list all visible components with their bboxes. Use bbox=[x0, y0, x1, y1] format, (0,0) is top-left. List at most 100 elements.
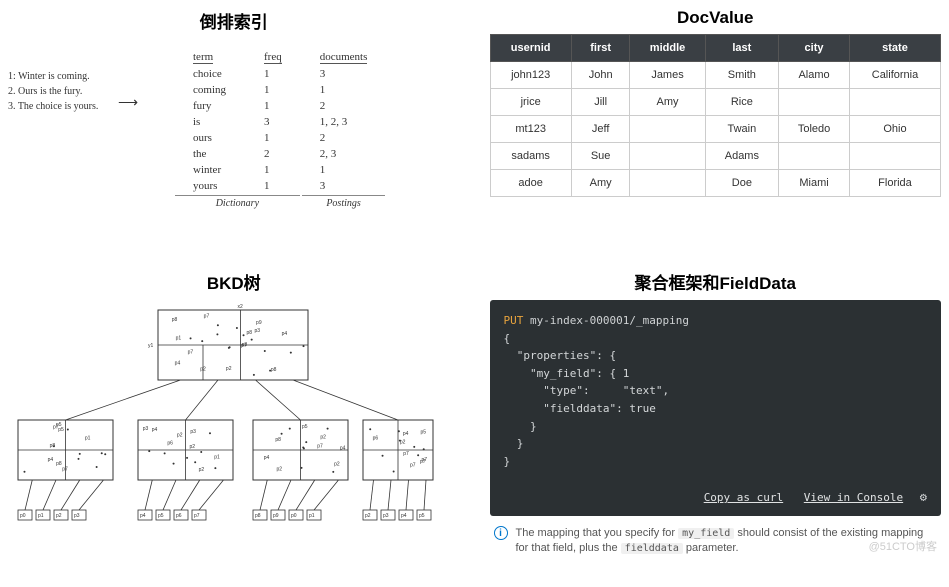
svg-text:p5: p5 bbox=[421, 430, 427, 436]
svg-text:p0: p0 bbox=[20, 513, 26, 519]
svg-text:p2: p2 bbox=[189, 444, 195, 450]
svg-text:p2: p2 bbox=[200, 366, 206, 372]
table-header: middle bbox=[630, 35, 705, 62]
svg-text:p6: p6 bbox=[167, 441, 173, 447]
svg-text:p4: p4 bbox=[48, 457, 54, 463]
title-bkd: BKD树 bbox=[8, 269, 460, 294]
cell: 1 bbox=[302, 163, 386, 177]
svg-text:p8: p8 bbox=[50, 443, 56, 449]
code-line: "fielddata": true bbox=[504, 400, 928, 418]
cell: 3 bbox=[302, 67, 386, 81]
cell: Amy bbox=[571, 170, 630, 197]
svg-text:p7: p7 bbox=[403, 451, 409, 457]
cell: fury bbox=[175, 99, 244, 113]
svg-text:p5: p5 bbox=[419, 513, 425, 519]
svg-text:p7: p7 bbox=[410, 463, 416, 469]
code-line: } bbox=[504, 435, 928, 453]
code-block: PUT my-index-000001/_mapping { "properti… bbox=[490, 300, 942, 516]
svg-text:p7: p7 bbox=[241, 343, 247, 349]
col-freq: freq bbox=[264, 51, 282, 64]
note-text: The mapping that you specify for bbox=[516, 527, 679, 539]
info-icon: i bbox=[494, 526, 508, 540]
svg-text:p9: p9 bbox=[256, 320, 262, 326]
quadrant-inverted-index: 倒排索引 1: Winter is coming. 2. Ours is the… bbox=[8, 8, 460, 249]
cell bbox=[779, 89, 850, 116]
svg-text:p3: p3 bbox=[254, 328, 260, 334]
cell: 2 bbox=[302, 131, 386, 145]
code-line: } bbox=[504, 418, 928, 436]
cell: 2 bbox=[246, 147, 300, 161]
table-row: adoeAmy DoeMiamiFlorida bbox=[490, 170, 941, 197]
title-docvalue: DocValue bbox=[490, 8, 942, 28]
svg-text:p6: p6 bbox=[373, 436, 379, 442]
svg-text:p1: p1 bbox=[38, 513, 44, 519]
cell: is bbox=[175, 115, 244, 129]
gear-icon[interactable]: ⚙ bbox=[920, 490, 927, 504]
cell: 1 bbox=[246, 99, 300, 113]
cell: Adams bbox=[705, 143, 778, 170]
cell: Doe bbox=[705, 170, 778, 197]
svg-text:p7: p7 bbox=[188, 350, 194, 356]
svg-text:p8: p8 bbox=[271, 367, 277, 373]
cell: 1 bbox=[246, 163, 300, 177]
cell: Miami bbox=[779, 170, 850, 197]
svg-text:p2: p2 bbox=[334, 461, 340, 467]
code-line: { bbox=[504, 330, 928, 348]
cell: James bbox=[630, 62, 705, 89]
svg-text:p4: p4 bbox=[152, 427, 158, 433]
cell: adoe bbox=[490, 170, 571, 197]
svg-text:p2: p2 bbox=[56, 513, 62, 519]
note-code: fielddata bbox=[621, 543, 683, 554]
copy-as-curl-link[interactable]: Copy as curl bbox=[704, 491, 783, 504]
cell: 1 bbox=[246, 131, 300, 145]
quadrant-bkd: BKD树 p7p2p8p4p8p2p3p3p1p7p9p4p7p8y1x2p8p… bbox=[8, 269, 460, 556]
cell: 2 bbox=[302, 99, 386, 113]
svg-text:p7: p7 bbox=[420, 459, 426, 465]
code-line: "my_field": { 1 bbox=[504, 365, 928, 383]
cell: Ohio bbox=[849, 116, 940, 143]
cell: Alamo bbox=[779, 62, 850, 89]
svg-text:p3: p3 bbox=[143, 426, 149, 432]
svg-text:p5: p5 bbox=[302, 424, 308, 430]
doc-line: 2. Ours is the fury. bbox=[8, 84, 98, 99]
cell: 1 bbox=[246, 67, 300, 81]
cell: the bbox=[175, 147, 244, 161]
cell bbox=[779, 143, 850, 170]
code-line: "properties": { bbox=[504, 347, 928, 365]
source-documents: 1: Winter is coming. 2. Ours is the fury… bbox=[8, 69, 98, 114]
view-in-console-link[interactable]: View in Console bbox=[804, 491, 903, 504]
svg-text:p2: p2 bbox=[365, 513, 371, 519]
cell: Florida bbox=[849, 170, 940, 197]
svg-text:p3: p3 bbox=[190, 429, 196, 435]
svg-text:p7: p7 bbox=[204, 313, 210, 319]
quadrant-fielddata: 聚合框架和FieldData PUT my-index-000001/_mapp… bbox=[490, 269, 942, 556]
table-header: first bbox=[571, 35, 630, 62]
svg-text:p2: p2 bbox=[177, 433, 183, 439]
svg-text:p9: p9 bbox=[273, 513, 279, 519]
svg-text:p1: p1 bbox=[309, 513, 315, 519]
cell bbox=[630, 170, 705, 197]
svg-text:p8: p8 bbox=[56, 461, 62, 467]
svg-text:y1: y1 bbox=[148, 343, 154, 349]
cell: winter bbox=[175, 163, 244, 177]
watermark: @51CTO博客 bbox=[869, 538, 937, 554]
svg-text:p8: p8 bbox=[275, 437, 281, 443]
cell: 1 bbox=[246, 83, 300, 97]
col-docs: documents bbox=[320, 51, 368, 64]
cell: jrice bbox=[490, 89, 571, 116]
cell: 2, 3 bbox=[302, 147, 386, 161]
cell bbox=[849, 143, 940, 170]
table-row: john123JohnJamesSmithAlamoCalifornia bbox=[490, 62, 941, 89]
svg-text:p1: p1 bbox=[214, 454, 220, 460]
cell: John bbox=[571, 62, 630, 89]
svg-text:p1: p1 bbox=[85, 436, 91, 442]
cell: john123 bbox=[490, 62, 571, 89]
cell bbox=[630, 116, 705, 143]
table-header: state bbox=[849, 35, 940, 62]
svg-text:p4: p4 bbox=[140, 513, 146, 519]
bkd-diagram: p7p2p8p4p8p2p3p3p1p7p9p4p7p8y1x2p8p5p7p8… bbox=[8, 300, 448, 540]
footer-postings: Postings bbox=[302, 195, 386, 210]
svg-text:p2: p2 bbox=[199, 467, 205, 473]
note-code: my_field bbox=[678, 528, 734, 539]
svg-text:p5: p5 bbox=[56, 422, 62, 428]
